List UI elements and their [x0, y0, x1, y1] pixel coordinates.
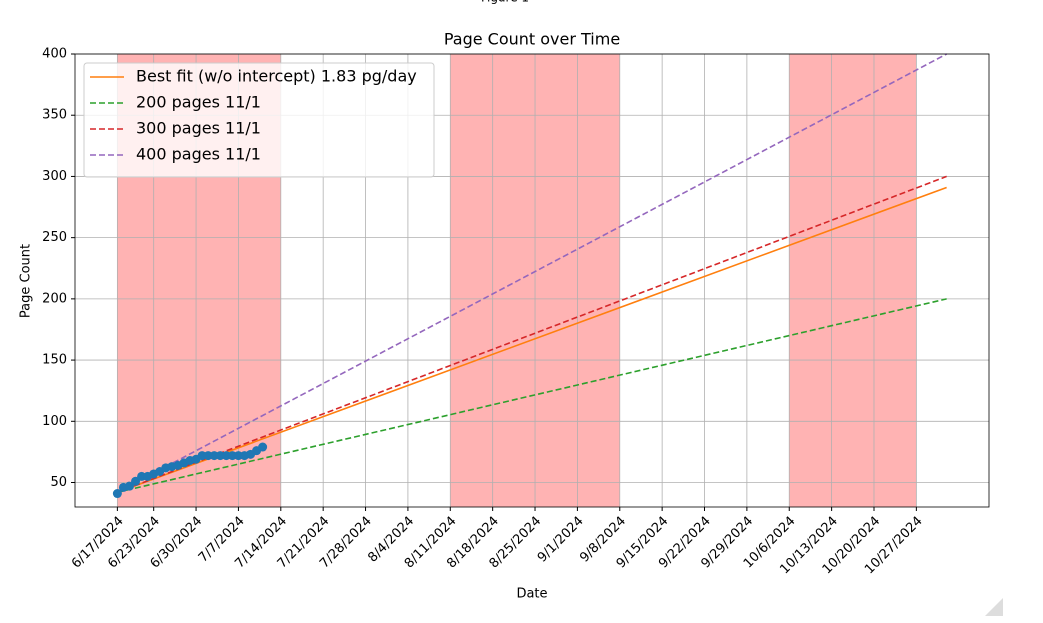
series-line [117, 186, 947, 494]
legend-label: 200 pages 11/1 [136, 93, 261, 112]
shaded-span [789, 54, 917, 507]
y-tick-label: 150 [42, 353, 67, 368]
y-tick-label: 400 [42, 47, 67, 62]
y-tick-label: 300 [42, 169, 67, 184]
window-title: Figure 1 [481, 0, 529, 5]
series-line [117, 298, 947, 494]
series-line [117, 175, 947, 494]
legend-label: Best fit (w/o intercept) 1.83 pg/day [136, 67, 417, 86]
data-point [131, 476, 141, 486]
legend-label: 300 pages 11/1 [136, 119, 261, 138]
resize-grip[interactable] [985, 598, 1003, 616]
chart-title: Page Count over Time [444, 30, 620, 49]
data-point [124, 481, 134, 491]
x-axis-label: Date [516, 587, 547, 602]
y-tick-label: 200 [42, 291, 67, 306]
series-line [116, 53, 948, 494]
legend-box [83, 62, 435, 178]
data-point [112, 489, 122, 499]
legend-label: 400 pages 11/1 [136, 145, 261, 164]
y-tick-label: 250 [42, 230, 67, 245]
y-tick-label: 350 [42, 108, 67, 123]
y-axis-label: Page Count [19, 244, 34, 318]
y-tick-label: 50 [50, 475, 67, 490]
y-tick-label: 100 [42, 414, 67, 429]
plot-frame [74, 53, 990, 508]
data-point [258, 442, 268, 452]
